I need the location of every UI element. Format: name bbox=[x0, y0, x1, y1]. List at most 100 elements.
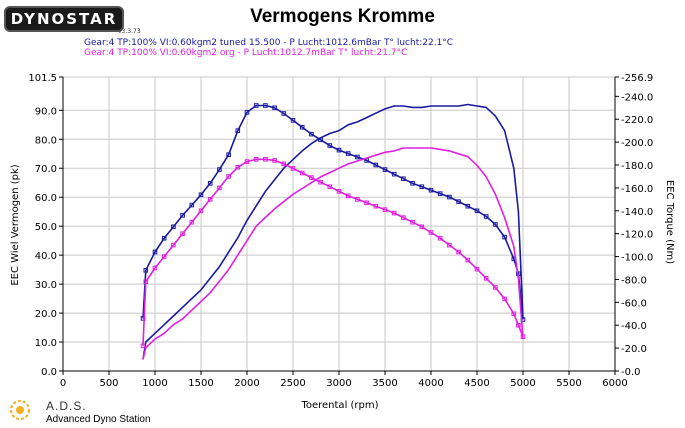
data-point-org_torque bbox=[281, 161, 287, 167]
y2-tick-label: -0.0 bbox=[621, 367, 641, 378]
data-point-tuned_torque bbox=[437, 191, 443, 196]
x-tick-label: 500 bbox=[99, 378, 118, 389]
data-point-tuned_torque bbox=[171, 224, 176, 230]
data-point-tuned_torque bbox=[502, 234, 507, 240]
x-tick-label: 6000 bbox=[602, 378, 627, 389]
data-point-tuned_torque bbox=[217, 167, 222, 172]
data-point-tuned_torque bbox=[493, 222, 498, 227]
data-point-tuned_torque bbox=[143, 267, 149, 273]
data-point-org_torque bbox=[447, 242, 452, 248]
data-point-org_torque bbox=[217, 185, 222, 191]
data-point-org_torque bbox=[244, 159, 250, 164]
data-point-org_torque bbox=[263, 156, 268, 162]
data-point-tuned_torque bbox=[226, 152, 231, 158]
y-tick-label: 60.0 bbox=[35, 193, 57, 204]
data-point-tuned_torque bbox=[428, 187, 434, 193]
y2-tick-label: -200.0 bbox=[621, 138, 653, 149]
data-point-org_torque bbox=[189, 219, 195, 225]
data-point-tuned_torque bbox=[401, 176, 406, 182]
data-point-tuned_torque bbox=[327, 143, 333, 148]
series-layer bbox=[140, 103, 526, 360]
series-line-org_torque bbox=[142, 158, 524, 346]
data-point-org_torque bbox=[253, 156, 259, 162]
y-tick-label: 30.0 bbox=[35, 280, 57, 291]
data-point-org_torque bbox=[456, 249, 461, 255]
data-point-tuned_torque bbox=[345, 151, 351, 156]
x-axis-label: Toerental (rpm) bbox=[300, 400, 378, 411]
data-point-tuned_torque bbox=[456, 199, 461, 204]
data-point-org_torque bbox=[235, 164, 241, 170]
x-tick-label: 0 bbox=[60, 378, 66, 389]
data-point-org_torque bbox=[290, 166, 296, 171]
data-point-org_torque bbox=[511, 311, 517, 317]
data-point-tuned_torque bbox=[419, 184, 425, 190]
data-point-org_torque bbox=[493, 285, 498, 290]
y-tick-label: 50.0 bbox=[35, 222, 57, 233]
y-tick-label: 20.0 bbox=[35, 309, 57, 320]
x-tick-label: 5000 bbox=[510, 378, 535, 389]
data-point-tuned_torque bbox=[235, 128, 241, 133]
data-point-org_torque bbox=[143, 279, 149, 285]
data-point-tuned_torque bbox=[391, 171, 397, 177]
x-tick-label: 1000 bbox=[142, 378, 167, 389]
y-axis-label: EEC Wiel Vermogen (pk) bbox=[10, 164, 21, 285]
x-tick-label: 5500 bbox=[556, 378, 581, 389]
data-point-org_torque bbox=[272, 158, 277, 163]
data-point-tuned_torque bbox=[180, 213, 185, 218]
data-point-tuned_torque bbox=[373, 162, 379, 168]
data-point-org_torque bbox=[391, 210, 397, 216]
y-tick-label: 70.0 bbox=[35, 164, 57, 175]
y2-tick-label: -140.0 bbox=[621, 207, 653, 218]
data-point-org_torque bbox=[152, 265, 158, 271]
data-point-org_torque bbox=[345, 193, 351, 199]
data-point-tuned_torque bbox=[474, 208, 480, 214]
data-point-org_torque bbox=[520, 334, 526, 339]
data-point-org_torque bbox=[336, 189, 342, 194]
data-point-org_torque bbox=[140, 343, 146, 349]
y2-axis-label: EEC Torque (Nm) bbox=[664, 180, 675, 264]
data-point-org_torque bbox=[474, 266, 480, 272]
data-point-org_torque bbox=[401, 215, 406, 220]
data-point-tuned_torque bbox=[253, 103, 259, 108]
axes bbox=[59, 76, 619, 375]
data-point-org_torque bbox=[516, 322, 521, 328]
y-tick-label: 90.0 bbox=[35, 106, 57, 117]
data-point-org_torque bbox=[410, 219, 415, 225]
y2-tick-label: -220.0 bbox=[621, 115, 653, 126]
data-point-tuned_torque bbox=[290, 118, 296, 123]
data-point-org_torque bbox=[483, 276, 489, 281]
data-point-tuned_torque bbox=[309, 131, 314, 137]
data-point-tuned_torque bbox=[382, 167, 388, 172]
data-point-tuned_torque bbox=[483, 214, 489, 219]
data-point-tuned_torque bbox=[318, 137, 323, 143]
data-point-org_torque bbox=[226, 174, 231, 179]
data-point-org_torque bbox=[382, 207, 388, 212]
ads-logo-icon bbox=[10, 400, 30, 420]
y-tick-label: 80.0 bbox=[35, 135, 57, 146]
y2-tick-label: -256.9 bbox=[621, 73, 653, 84]
version-label: v3.3.73 bbox=[118, 28, 141, 35]
x-tick-label: 2500 bbox=[280, 378, 305, 389]
data-point-tuned_torque bbox=[410, 181, 415, 186]
y-tick-label: 0.0 bbox=[41, 367, 57, 378]
y2-tick-label: -60.0 bbox=[621, 298, 647, 309]
dynostar-logo: DYNOSTAR bbox=[4, 6, 124, 32]
data-point-tuned_torque bbox=[336, 147, 342, 153]
data-point-org_torque bbox=[502, 296, 507, 302]
y2-tick-label: -180.0 bbox=[621, 161, 653, 172]
data-point-tuned_torque bbox=[281, 111, 287, 116]
data-point-org_torque bbox=[198, 208, 204, 214]
y2-tick-label: -240.0 bbox=[621, 92, 653, 103]
data-point-org_torque bbox=[428, 230, 434, 235]
data-point-tuned_torque bbox=[299, 124, 305, 130]
data-point-org_torque bbox=[161, 254, 167, 259]
y2-tick-label: -80.0 bbox=[621, 275, 647, 286]
grid bbox=[62, 76, 616, 372]
data-point-org_torque bbox=[299, 170, 305, 176]
chart-title: Vermogens Kromme bbox=[250, 6, 435, 27]
data-point-tuned_torque bbox=[207, 181, 213, 186]
tick-labels: 0 500 1000 1500 2000 2500 3000 3500 4000 4500 5000… bbox=[28, 73, 653, 389]
data-point-tuned_torque bbox=[447, 194, 452, 200]
